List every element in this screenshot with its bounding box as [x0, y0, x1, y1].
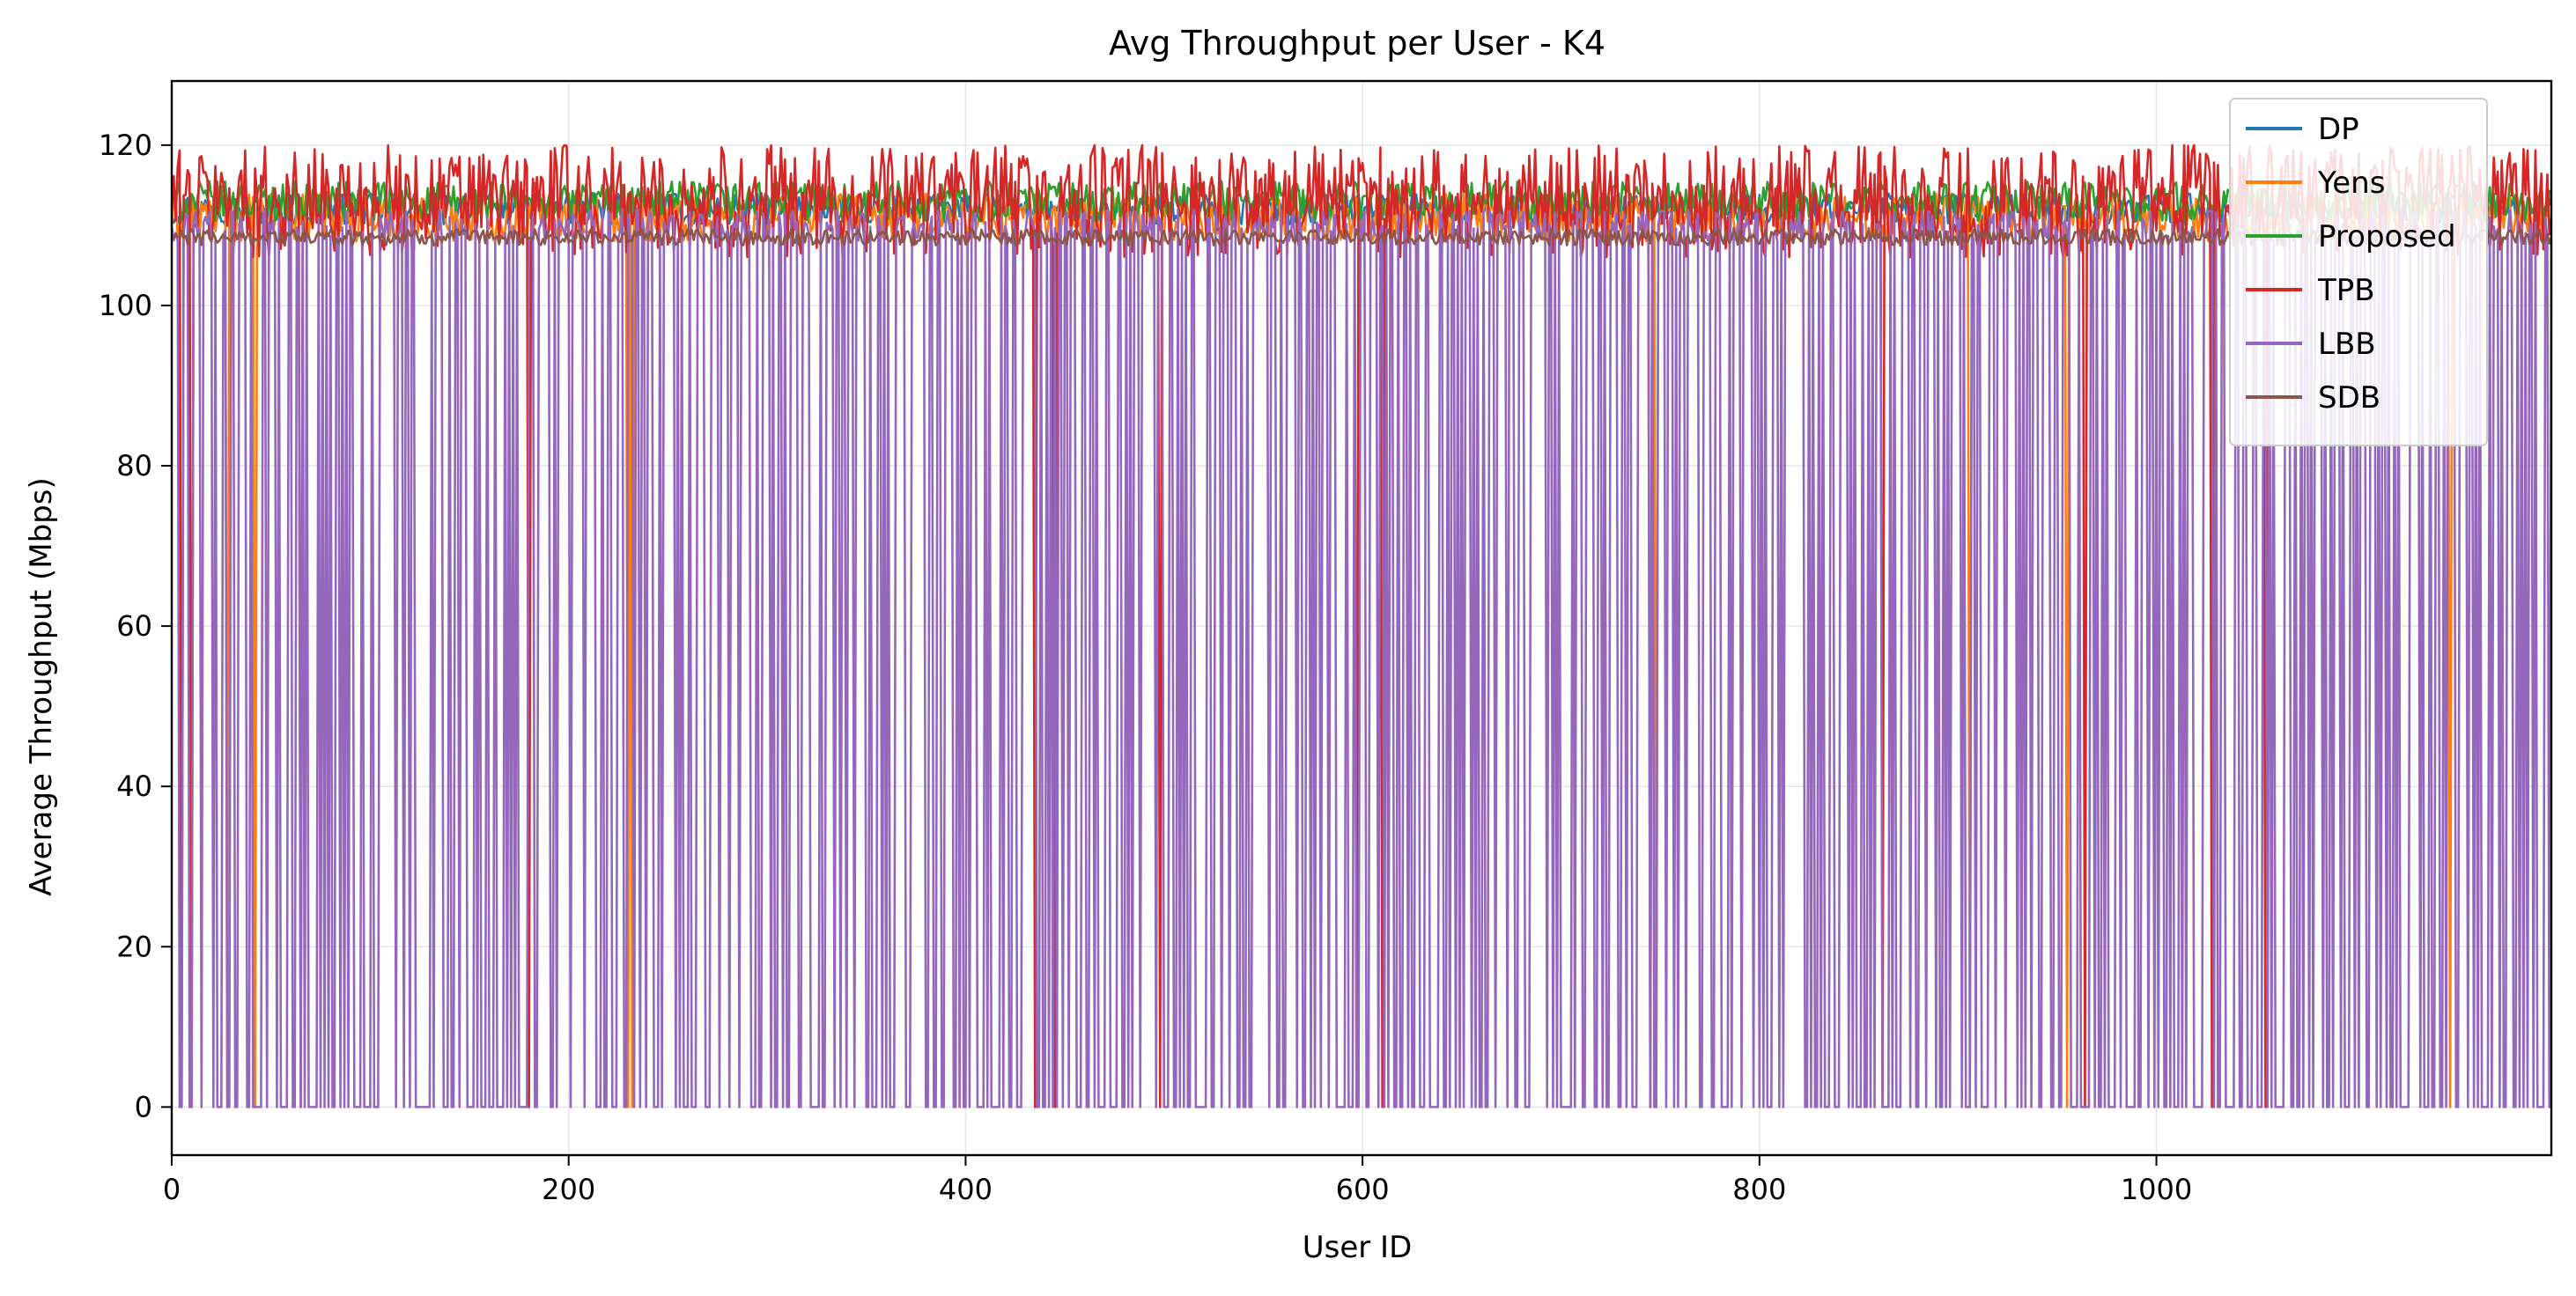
- y-tick-label: 100: [99, 289, 152, 322]
- x-tick-label: 200: [542, 1173, 595, 1206]
- y-tick-label: 120: [99, 129, 152, 162]
- legend-label: SDB: [2318, 380, 2380, 416]
- axis-ticks: 0 200 400 600 800 1000 0 20 40 60 80 100 120: [99, 129, 2192, 1206]
- x-axis-label: User ID: [1303, 1230, 1413, 1265]
- x-tick-label: 600: [1336, 1173, 1390, 1206]
- chart-title: Avg Throughput per User - K4: [1109, 24, 1605, 63]
- series-lines: [170, 144, 2553, 1108]
- x-tick-label: 800: [1732, 1173, 1786, 1206]
- legend: DP Yens Proposed TPB LBB SDB: [2229, 98, 2488, 446]
- series-line-lbb: [170, 208, 2553, 1108]
- y-axis-label: Average Throughput (Mbps): [24, 477, 59, 895]
- plot-frame: [170, 79, 2553, 1157]
- y-tick-label: 40: [116, 770, 152, 803]
- x-tick-label: 400: [939, 1173, 993, 1206]
- y-tick-label: 0: [135, 1090, 152, 1123]
- legend-label: Proposed: [2318, 219, 2456, 254]
- legend-label: TPB: [2317, 273, 2375, 308]
- y-tick-label: 20: [116, 930, 152, 963]
- legend-box: [2229, 98, 2488, 446]
- legend-label: Yens: [2317, 166, 2385, 201]
- y-tick-label: 80: [116, 449, 152, 482]
- y-tick-label: 60: [116, 609, 152, 643]
- legend-label: LBB: [2318, 327, 2376, 362]
- series-line-sdb: [171, 228, 2553, 247]
- x-tick-label: 1000: [2121, 1173, 2192, 1206]
- x-tick-label: 0: [163, 1173, 181, 1206]
- legend-label: DP: [2318, 112, 2359, 147]
